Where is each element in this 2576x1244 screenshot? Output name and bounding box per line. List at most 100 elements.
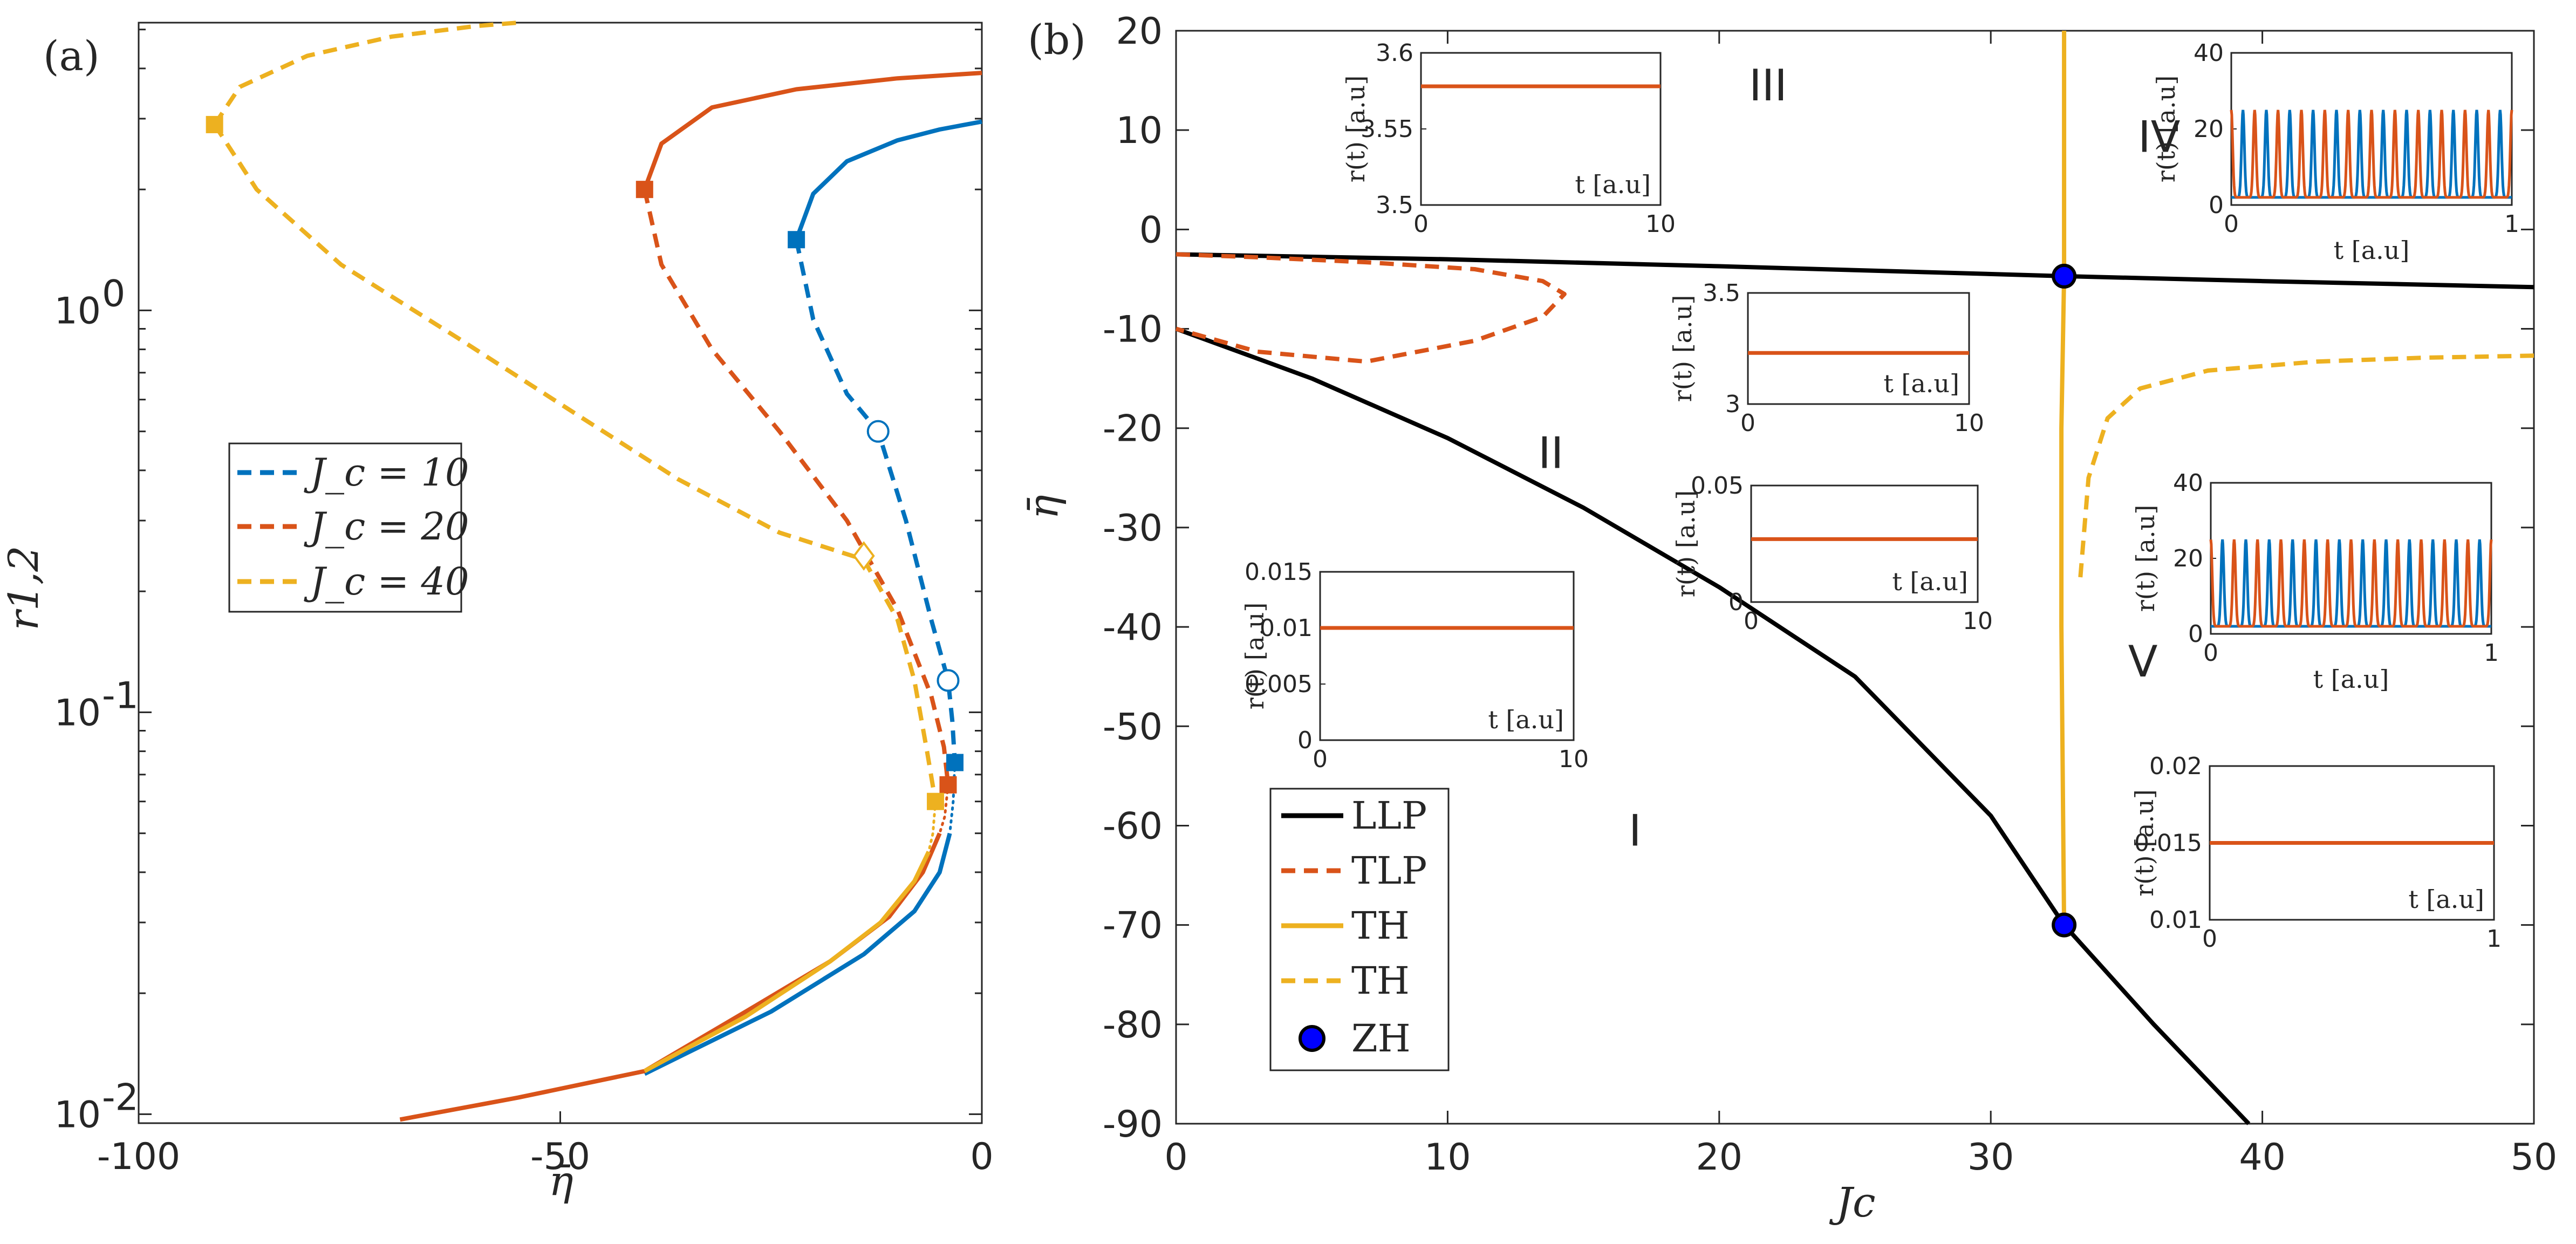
panel-a-series-line xyxy=(643,851,931,1074)
panel-b-series-th xyxy=(2059,31,2067,925)
legend-label-tlp: TLP xyxy=(1351,849,1427,893)
panel-a-series-line xyxy=(794,239,957,763)
panel-b-zh-point xyxy=(2052,263,2077,289)
panel-a-circle-marker xyxy=(937,669,960,692)
panel-b-series-llp xyxy=(1176,252,2534,290)
inset-ins1: 3.6 3.55 3.50 10 r(t) [a.u] t [a.u] xyxy=(1341,39,1676,238)
inset-ytick-label: 3.55 xyxy=(1361,115,1413,143)
inset-box xyxy=(1420,52,1662,206)
panel-b-xtick-label: 50 xyxy=(2511,1136,2558,1179)
inset-xtick-label: 0 xyxy=(1740,409,1755,437)
panel-a-square-marker xyxy=(946,754,964,771)
inset-ylabel: r(t) [a.u] xyxy=(2130,789,2159,897)
panel-a-ytick-label: 10 xyxy=(54,1093,101,1136)
inset-xtick-label: 0 xyxy=(2224,210,2239,238)
panel-b-region-label: III xyxy=(1749,60,1787,111)
inset-signal-blue xyxy=(2211,539,2491,628)
panel-a-square-marker xyxy=(927,792,945,810)
legend-label-jc10: J_c = 10 xyxy=(304,450,469,495)
inset-ytick-label: 0.015 xyxy=(1245,558,1313,586)
inset-xtick-label: 0 xyxy=(2203,639,2218,667)
panel-b: 0 10 20 30 40 5020100-10-20-30-40-50-60-70-80… xyxy=(1019,10,2557,1226)
panel-b-xtick-label: 0 xyxy=(1164,1136,1187,1179)
inset-ytick-label: 0 xyxy=(2209,192,2224,219)
panel-b-ytick-label: -50 xyxy=(1103,706,1163,748)
legend-label-th-dashed: TH xyxy=(1351,959,1410,1003)
panel-b-ytick-label: -20 xyxy=(1103,408,1163,450)
panel-b-xtick-label: 30 xyxy=(1967,1136,2014,1179)
panel-b-ytick-label: -10 xyxy=(1103,309,1163,351)
panel-b-xlabel: Jc xyxy=(1829,1178,1875,1226)
inset-ins6: 40 20 00 1 r(t) [a.u] t [a.u] xyxy=(2131,469,2499,694)
panel-b-ytick-label: 0 xyxy=(1139,209,1163,251)
panel-a-series-line xyxy=(643,71,982,190)
inset-ytick-label: 40 xyxy=(2194,39,2224,67)
panel-b-xtick-label: 20 xyxy=(1696,1136,1743,1179)
panel-a-xlabel: η̄ xyxy=(549,1157,573,1205)
legend-label-zh: ZH xyxy=(1351,1016,1411,1061)
inset-box xyxy=(1750,484,1979,603)
inset-ytick-label: 0 xyxy=(1297,727,1313,754)
panel-a-ytick-label: 10 xyxy=(54,692,101,734)
panel-a-square-marker xyxy=(939,776,957,794)
panel-a-square-marker xyxy=(636,181,653,199)
panel-a-series-line xyxy=(642,189,951,785)
panel-a-ytick-exponent: -1 xyxy=(102,674,139,717)
panel-a-diamond-marker xyxy=(852,541,875,571)
inset-ytick-label: 0.01 xyxy=(2149,906,2202,934)
inset-xlabel: t [a.u] xyxy=(1883,369,1959,398)
panel-b-ytick-label: 10 xyxy=(1116,110,1163,152)
inset-ins4: 0.05 00 10 r(t) [a.u] t [a.u] xyxy=(1671,472,1993,635)
inset-ytick-label: 0.02 xyxy=(2149,753,2202,780)
inset-ylabel: r(t) [a.u] xyxy=(1671,490,1700,598)
panel-a-xtick-label: 0 xyxy=(970,1136,993,1178)
panel-b-series-llp xyxy=(1175,326,2251,1125)
panel-b-ytick-label: -80 xyxy=(1103,1004,1163,1047)
panel-b-ticks: 0 10 20 30 40 5020100-10-20-30-40-50-60-70-80… xyxy=(1103,10,2557,1179)
panel-a-legend: J_c = 10 J_c = 20 J_c = 40 xyxy=(228,442,469,613)
inset-ytick-label: 0.015 xyxy=(2134,830,2202,857)
inset-ytick-label: 0.05 xyxy=(1691,472,1744,500)
inset-signal-orange xyxy=(2209,539,2493,628)
inset-ytick-label: 3 xyxy=(1725,391,1740,418)
inset-ins5: 0.015 0.01 0.005 00 10 r(t) [a.u] t [a.u] xyxy=(1240,558,1589,773)
panel-a-square-marker xyxy=(788,231,805,249)
legend-marker-zh xyxy=(1299,1025,1325,1052)
legend-label-th-solid: TH xyxy=(1351,904,1410,948)
panel-a-series-line xyxy=(938,783,949,835)
panel-b-xtick-label: 40 xyxy=(2239,1136,2286,1179)
panel-a-ytick-exponent: 0 xyxy=(102,272,125,315)
inset-xlabel: t [a.u] xyxy=(2334,236,2410,265)
inset-ytick-label: 0 xyxy=(1728,589,1744,616)
panel-b-points xyxy=(2052,263,2077,938)
inset-ytick-label: 3.6 xyxy=(1376,39,1413,67)
panel-b-ytick-label: 20 xyxy=(1116,10,1163,53)
inset-ylabel: r(t) [a.u] xyxy=(1341,76,1370,183)
panel-b-label: (b) xyxy=(1028,16,1086,64)
panel-b-series-th xyxy=(2078,353,2534,578)
panel-a-series-line xyxy=(948,761,956,835)
inset-xtick-label: 1 xyxy=(2484,639,2499,667)
inset-xtick-label: 0 xyxy=(1744,607,1759,635)
inset-ylabel: r(t) [a.u] xyxy=(1668,295,1697,402)
inset-xlabel: t [a.u] xyxy=(1575,170,1651,199)
panel-b-ytick-label: -90 xyxy=(1103,1103,1163,1146)
panel-b-legend: LLP TLP TH TH ZH xyxy=(1269,788,1450,1071)
panel-b-region-label: II xyxy=(1538,428,1563,478)
panel-b-region-label: I xyxy=(1629,805,1642,856)
panel-a-series-line xyxy=(213,20,518,126)
inset-xtick-label: 10 xyxy=(1645,210,1676,238)
inset-xtick-label: 10 xyxy=(1963,607,1993,635)
inset-ins2: 40 20 00 1 r(t) [a.u] t [a.u] xyxy=(2151,39,2519,265)
panel-b-ytick-label: -70 xyxy=(1103,905,1163,947)
inset-ytick-label: 3.5 xyxy=(1376,192,1413,219)
inset-xlabel: t [a.u] xyxy=(2408,885,2484,914)
inset-ins7: 0.02 0.015 0.010 1 r(t) [a.u] t [a.u] xyxy=(2130,753,2502,953)
panel-a-square-marker xyxy=(206,115,223,133)
panel-a-xtick-label: -50 xyxy=(530,1136,590,1178)
inset-ytick-label: 3.5 xyxy=(1703,279,1740,307)
inset-xtick-label: 0 xyxy=(1413,210,1429,238)
